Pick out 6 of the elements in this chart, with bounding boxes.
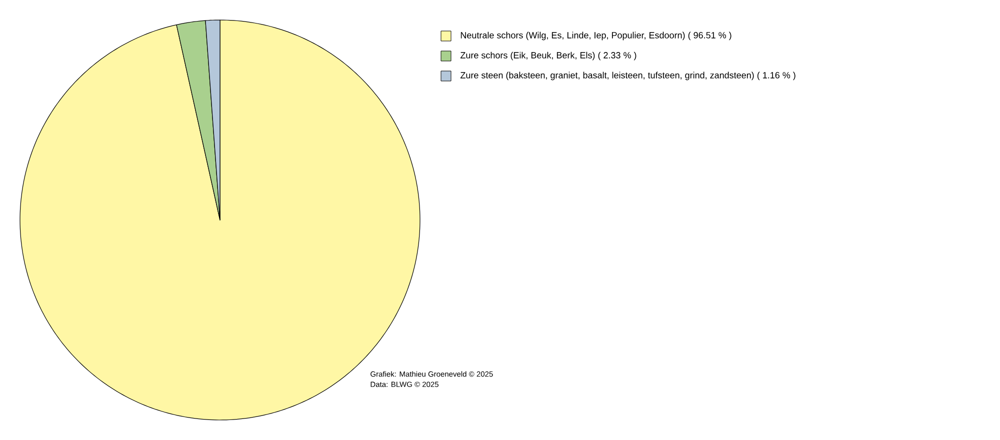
data-label: ( 2.33 % )	[598, 52, 636, 60]
data-label: ( 1.16 % )	[757, 72, 796, 80]
legend-label: Zure steen (baksteen, graniet, basalt, leisteen, tufsteen, grind, zandsteen)	[460, 72, 754, 80]
data-label: ( 96.51 % )	[688, 32, 732, 40]
legend-label: Neutrale schors (Wilg, Es, Linde, Iep, Populier, Esdoorn)	[460, 32, 685, 40]
legend-label: Zure schors (Eik, Beuk, Berk, Els)	[460, 52, 595, 60]
